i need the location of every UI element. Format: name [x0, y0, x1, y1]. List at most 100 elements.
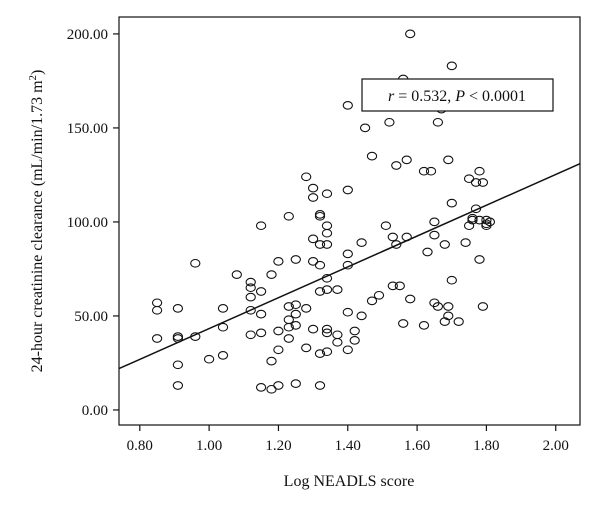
data-point	[470, 178, 482, 187]
p-label: P	[454, 88, 465, 105]
data-point	[342, 249, 353, 259]
x-tick-label: 0.80	[127, 438, 153, 454]
y-axis-title-sup: 2	[27, 75, 39, 81]
data-point	[266, 384, 277, 394]
y-tick-label: 50.00	[74, 309, 108, 325]
data-point	[172, 334, 184, 343]
data-point	[405, 294, 416, 304]
data-point	[332, 330, 343, 340]
data-point	[217, 351, 229, 360]
data-point	[255, 383, 267, 392]
data-point	[401, 155, 412, 165]
data-point	[290, 309, 301, 319]
data-point	[439, 240, 450, 249]
data-point	[463, 174, 475, 184]
y-axis-title-main: 24-hour creatinine clearance (mL/min/1.7…	[29, 80, 46, 372]
data-point	[405, 29, 416, 39]
data-point	[151, 305, 163, 315]
data-point	[307, 324, 319, 334]
x-axis-title: Log NEADLS score	[284, 473, 415, 490]
x-tick-label: 1.20	[265, 438, 291, 454]
data-point	[321, 347, 333, 357]
data-point	[446, 275, 457, 285]
r-value: = 0.532,	[394, 88, 455, 105]
data-point	[443, 302, 454, 311]
data-point	[301, 343, 312, 353]
y-axis-title-close: )	[29, 70, 46, 75]
data-point	[245, 283, 256, 293]
data-point	[172, 381, 184, 390]
data-point	[321, 228, 333, 238]
data-point	[401, 232, 412, 242]
data-point	[314, 210, 326, 219]
data-point	[172, 360, 184, 370]
data-point	[283, 334, 294, 343]
y-axis: 0.00 50.00 100.00 150.00 200.00	[67, 27, 119, 419]
data-point	[255, 328, 267, 338]
data-point	[231, 270, 242, 279]
data-point	[314, 260, 326, 270]
data-point	[266, 356, 277, 366]
data-point	[283, 302, 294, 311]
data-point	[453, 317, 464, 326]
data-point	[245, 330, 256, 340]
data-point	[474, 166, 485, 176]
data-point	[245, 292, 256, 302]
data-point	[283, 211, 294, 221]
data-point	[307, 257, 319, 266]
data-point	[394, 281, 405, 291]
annotation-text: r = 0.532, P < 0.0001	[388, 88, 526, 105]
data-point	[190, 332, 201, 341]
y-axis-title: 24-hour creatinine clearance (mL/min/1.7…	[27, 70, 46, 373]
data-point	[290, 379, 301, 388]
data-point	[429, 230, 440, 240]
data-point	[307, 193, 319, 202]
regression-layer	[118, 162, 581, 370]
data-point	[418, 166, 430, 176]
data-point	[373, 290, 385, 300]
data-point	[314, 287, 326, 296]
data-point	[283, 322, 294, 332]
annotation-box	[361, 78, 554, 112]
data-point	[172, 304, 184, 313]
data-point	[290, 300, 301, 310]
data-point	[418, 321, 430, 330]
data-point	[384, 117, 395, 127]
data-point	[321, 240, 333, 249]
data-point	[255, 221, 267, 231]
data-point	[342, 185, 353, 195]
plot-frame	[118, 16, 581, 426]
x-axis: 0.80 1.00 1.20 1.40 1.60 1.80 2.00	[127, 425, 569, 454]
data-point	[266, 270, 277, 279]
data-point	[321, 285, 333, 294]
data-point	[321, 221, 333, 231]
data-point	[301, 172, 312, 182]
data-point	[203, 354, 215, 364]
data-point	[446, 198, 457, 208]
data-point	[359, 123, 371, 133]
y-tick-label: 150.00	[67, 121, 108, 137]
data-point	[332, 285, 343, 294]
data-point	[470, 204, 482, 214]
data-point	[366, 296, 378, 306]
data-point	[425, 166, 437, 176]
data-point	[439, 317, 450, 326]
data-point	[429, 217, 440, 227]
data-point	[467, 215, 478, 225]
data-point	[273, 381, 284, 390]
data-point	[484, 217, 496, 227]
data-point	[217, 304, 229, 313]
data-point	[321, 324, 333, 334]
data-point	[342, 345, 353, 355]
data-point	[314, 240, 326, 249]
data-point	[443, 155, 454, 165]
data-point	[474, 255, 485, 264]
data-point	[273, 345, 284, 355]
data-point	[477, 178, 489, 187]
data-point	[391, 161, 402, 170]
data-point	[245, 277, 256, 287]
data-point	[314, 211, 326, 221]
data-point	[245, 305, 256, 315]
data-point	[342, 307, 353, 317]
